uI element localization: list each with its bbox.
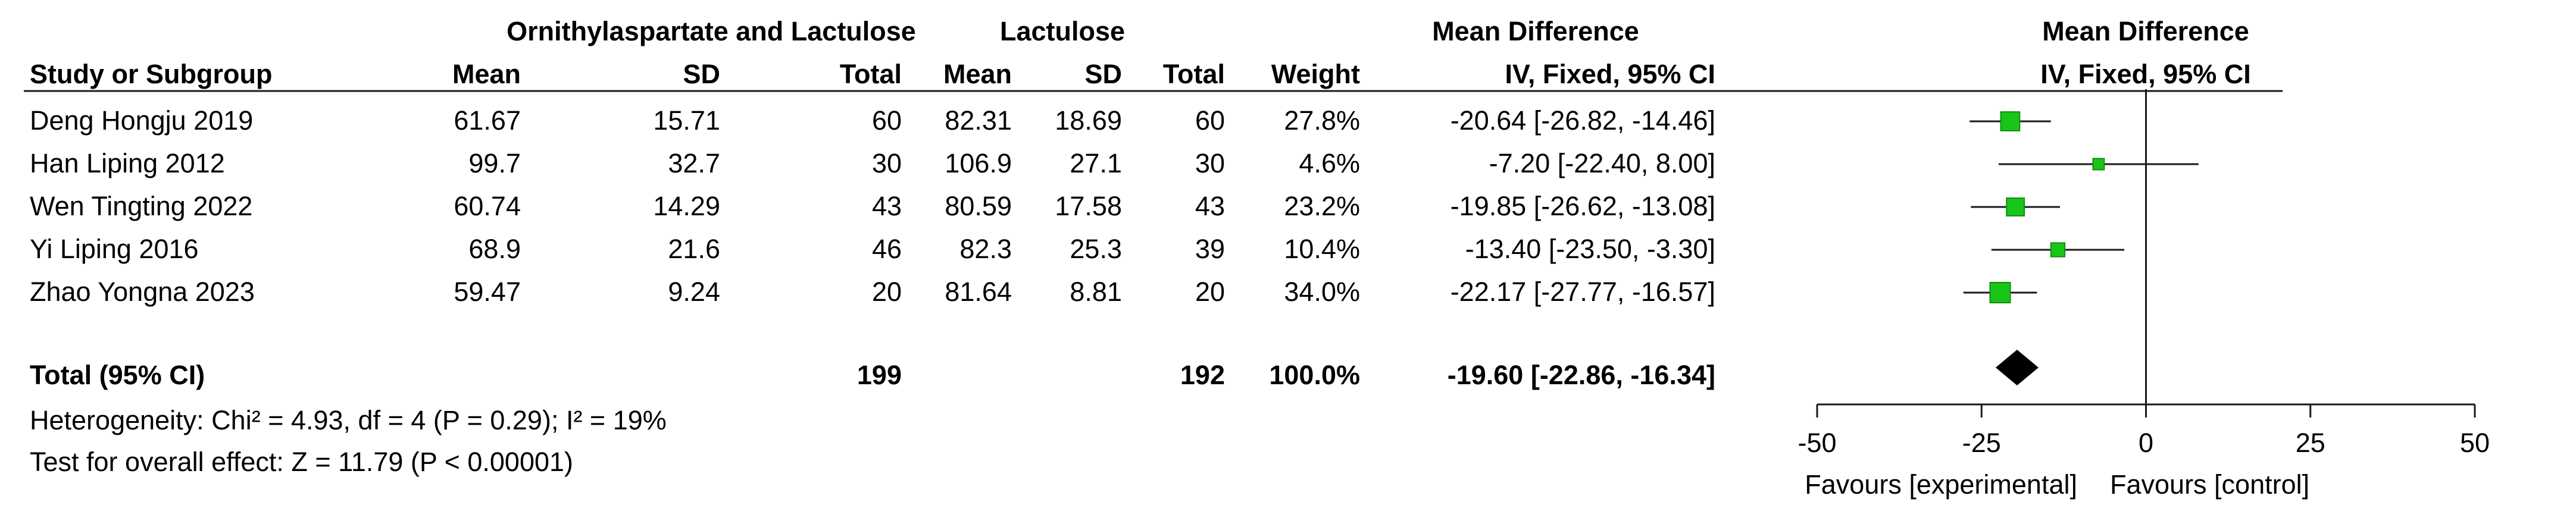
pooled-diamond (1995, 350, 2039, 385)
heterogeneity-text: Heterogeneity: Chi² = 4.93, df = 4 (P = … (30, 405, 667, 435)
plot-method-header: IV, Fixed, 95% CI (2040, 59, 2251, 89)
ci-text-cell: -22.17 [-27.77, -16.57] (1450, 277, 1715, 307)
sd2-cell: 27.1 (1070, 148, 1122, 178)
x-tick-label: -25 (1962, 428, 2001, 458)
study-name: Zhao Yongna 2023 (30, 277, 255, 307)
x-tick-label: 50 (2460, 428, 2490, 458)
weight-cell: 34.0% (1284, 277, 1360, 307)
sd1-cell: 9.24 (668, 277, 720, 307)
table-row: Deng Hongju 2019 61.67 15.71 60 82.31 18.69 60… (30, 105, 1715, 136)
mean1-cell: 59.47 (454, 277, 521, 307)
study-name: Yi Liping 2016 (30, 234, 199, 264)
total1-cell: 43 (872, 191, 902, 221)
mean1-cell: 99.7 (468, 148, 521, 178)
total-ci-text: -19.60 [-22.86, -16.34] (1448, 360, 1715, 390)
favours-control-label: Favours [control] (2110, 469, 2309, 500)
table-row: Zhao Yongna 2023 59.47 9.24 20 81.64 8.81 20 34… (30, 277, 1715, 307)
mean2-column-header: Mean (943, 59, 1012, 89)
table-row: Yi Liping 2016 68.9 21.6 46 82.3 25.3 39 10.4% -… (30, 234, 1715, 264)
md-header-title: Mean Difference (1432, 16, 1639, 46)
mean2-cell: 106.9 (945, 148, 1012, 178)
group2-header: Lactulose (1000, 16, 1125, 46)
total1-cell: 60 (872, 105, 902, 136)
favours-experimental-label: Favours [experimental] (1805, 469, 2077, 500)
sd2-cell: 17.58 (1055, 191, 1122, 221)
total1-cell: 20 (872, 277, 902, 307)
sd2-cell: 25.3 (1070, 234, 1122, 264)
study-column-header: Study or Subgroup (30, 59, 272, 89)
total2-cell: 43 (1195, 191, 1225, 221)
sd2-cell: 8.81 (1070, 277, 1122, 307)
table-row: Wen Tingting 2022 60.74 14.29 43 80.59 17.58 4… (30, 191, 1715, 221)
sd1-column-header: SD (683, 59, 720, 89)
weight-cell: 10.4% (1284, 234, 1360, 264)
mean2-cell: 80.59 (945, 191, 1012, 221)
group1-header: Ornithylaspartate and Lactulose (507, 16, 916, 46)
table-row: Han Liping 2012 99.7 32.7 30 106.9 27.1 30 4.6%… (30, 148, 1715, 178)
mean2-cell: 81.64 (945, 277, 1012, 307)
total-n2: 192 (1180, 360, 1225, 390)
total2-cell: 30 (1195, 148, 1225, 178)
study-point-estimate (1989, 282, 2011, 303)
total-weight: 100.0% (1269, 360, 1360, 390)
ci-text-cell: -19.85 [-26.62, -13.08] (1450, 191, 1715, 221)
study-name: Wen Tingting 2022 (30, 191, 252, 221)
total1-cell: 30 (872, 148, 902, 178)
ci-text-cell: -20.64 [-26.82, -14.46] (1450, 105, 1715, 136)
mean2-cell: 82.3 (959, 234, 1012, 264)
sd1-cell: 15.71 (653, 105, 720, 136)
md-method-header: IV, Fixed, 95% CI (1505, 59, 1716, 89)
total2-column-header: Total (1163, 59, 1225, 89)
study-point-estimate (2050, 242, 2066, 258)
weight-cell: 4.6% (1299, 148, 1360, 178)
total2-cell: 39 (1195, 234, 1225, 264)
sd2-cell: 18.69 (1055, 105, 1122, 136)
study-name: Han Liping 2012 (30, 148, 225, 178)
total1-cell: 46 (872, 234, 902, 264)
study-point-estimate (2092, 158, 2105, 171)
total-label: Total (95% CI) (30, 360, 205, 390)
weight-column-header: Weight (1271, 59, 1360, 89)
weight-cell: 27.8% (1284, 105, 1360, 136)
overall-effect-text: Test for overall effect: Z = 11.79 (P < … (30, 447, 573, 477)
study-point-estimate (2006, 197, 2025, 216)
sd2-column-header: SD (1084, 59, 1122, 89)
forest-plot: -50 -25 0 25 50 (1797, 89, 2490, 458)
mean1-cell: 68.9 (468, 234, 521, 264)
mean1-cell: 61.67 (454, 105, 521, 136)
x-tick-label: -50 (1797, 428, 1836, 458)
total1-column-header: Total (840, 59, 902, 89)
study-point-estimate (2000, 111, 2021, 131)
weight-cell: 23.2% (1284, 191, 1360, 221)
mean1-cell: 60.74 (454, 191, 521, 221)
mean2-cell: 82.31 (945, 105, 1012, 136)
total2-cell: 20 (1195, 277, 1225, 307)
ci-text-cell: -13.40 [-23.50, -3.30] (1465, 234, 1715, 264)
x-tick-label: 0 (2139, 428, 2153, 458)
total-n1: 199 (857, 360, 902, 390)
ci-text-cell: -7.20 [-22.40, 8.00] (1489, 148, 1715, 178)
total2-cell: 60 (1195, 105, 1225, 136)
x-tick-label: 25 (2296, 428, 2325, 458)
mean1-column-header: Mean (452, 59, 521, 89)
sd1-cell: 21.6 (668, 234, 720, 264)
plot-header-title: Mean Difference (2042, 16, 2249, 46)
sd1-cell: 32.7 (668, 148, 720, 178)
sd1-cell: 14.29 (653, 191, 720, 221)
study-table: Deng Hongju 2019 61.67 15.71 60 82.31 18.69 60… (30, 105, 1715, 307)
study-name: Deng Hongju 2019 (30, 105, 253, 136)
